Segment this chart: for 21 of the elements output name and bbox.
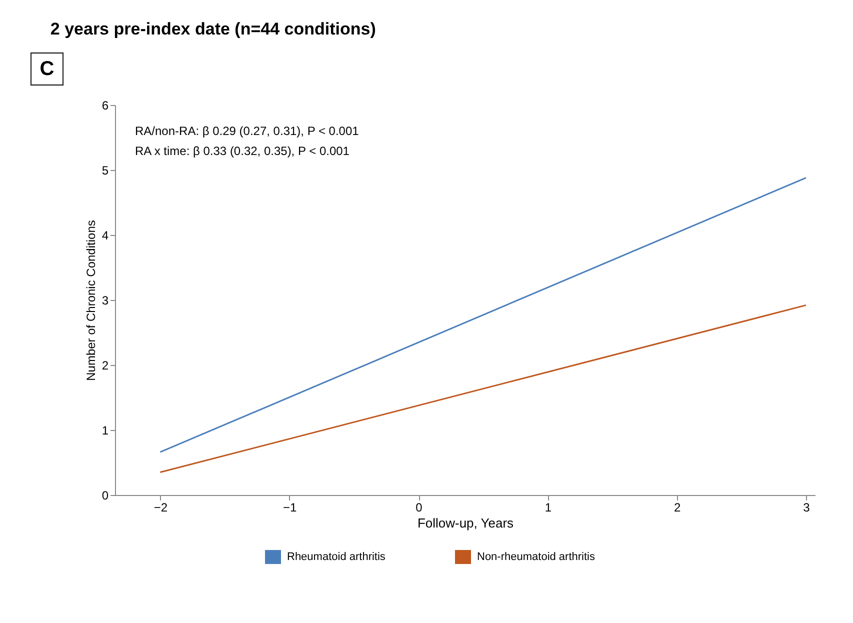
x-axis-title: Follow-up, Years bbox=[417, 516, 514, 530]
annotation: RA/non-RA: β 0.29 (0.27, 0.31), P < 0.001 bbox=[135, 124, 360, 138]
x-tick-label: 2 bbox=[674, 500, 681, 514]
legend-label: Rheumatoid arthritis bbox=[287, 551, 386, 563]
y-tick-label: 5 bbox=[102, 164, 109, 178]
legend-label: Non-rheumatoid arthritis bbox=[477, 551, 596, 563]
y-axis-title: Number of Chronic Conditions bbox=[84, 220, 98, 381]
x-tick-label: −1 bbox=[283, 500, 298, 514]
y-tick-label: 6 bbox=[102, 98, 109, 112]
x-tick-label: 1 bbox=[544, 500, 552, 514]
x-tick-label: 3 bbox=[803, 500, 810, 514]
y-tick-label: 4 bbox=[102, 228, 109, 242]
x-tick-label: −2 bbox=[154, 500, 168, 514]
y-tick-label: 0 bbox=[102, 488, 109, 502]
x-tick-label: 0 bbox=[416, 500, 423, 514]
y-tick-label: 1 bbox=[102, 424, 109, 438]
y-tick-label: 3 bbox=[102, 294, 109, 308]
text: C bbox=[40, 58, 54, 80]
chart-title: 2 years pre-index date (n=44 conditions) bbox=[50, 19, 376, 38]
y-tick-label: 2 bbox=[102, 358, 109, 372]
annotation: RA x time: β 0.33 (0.32, 0.35), P < 0.001 bbox=[135, 144, 350, 158]
